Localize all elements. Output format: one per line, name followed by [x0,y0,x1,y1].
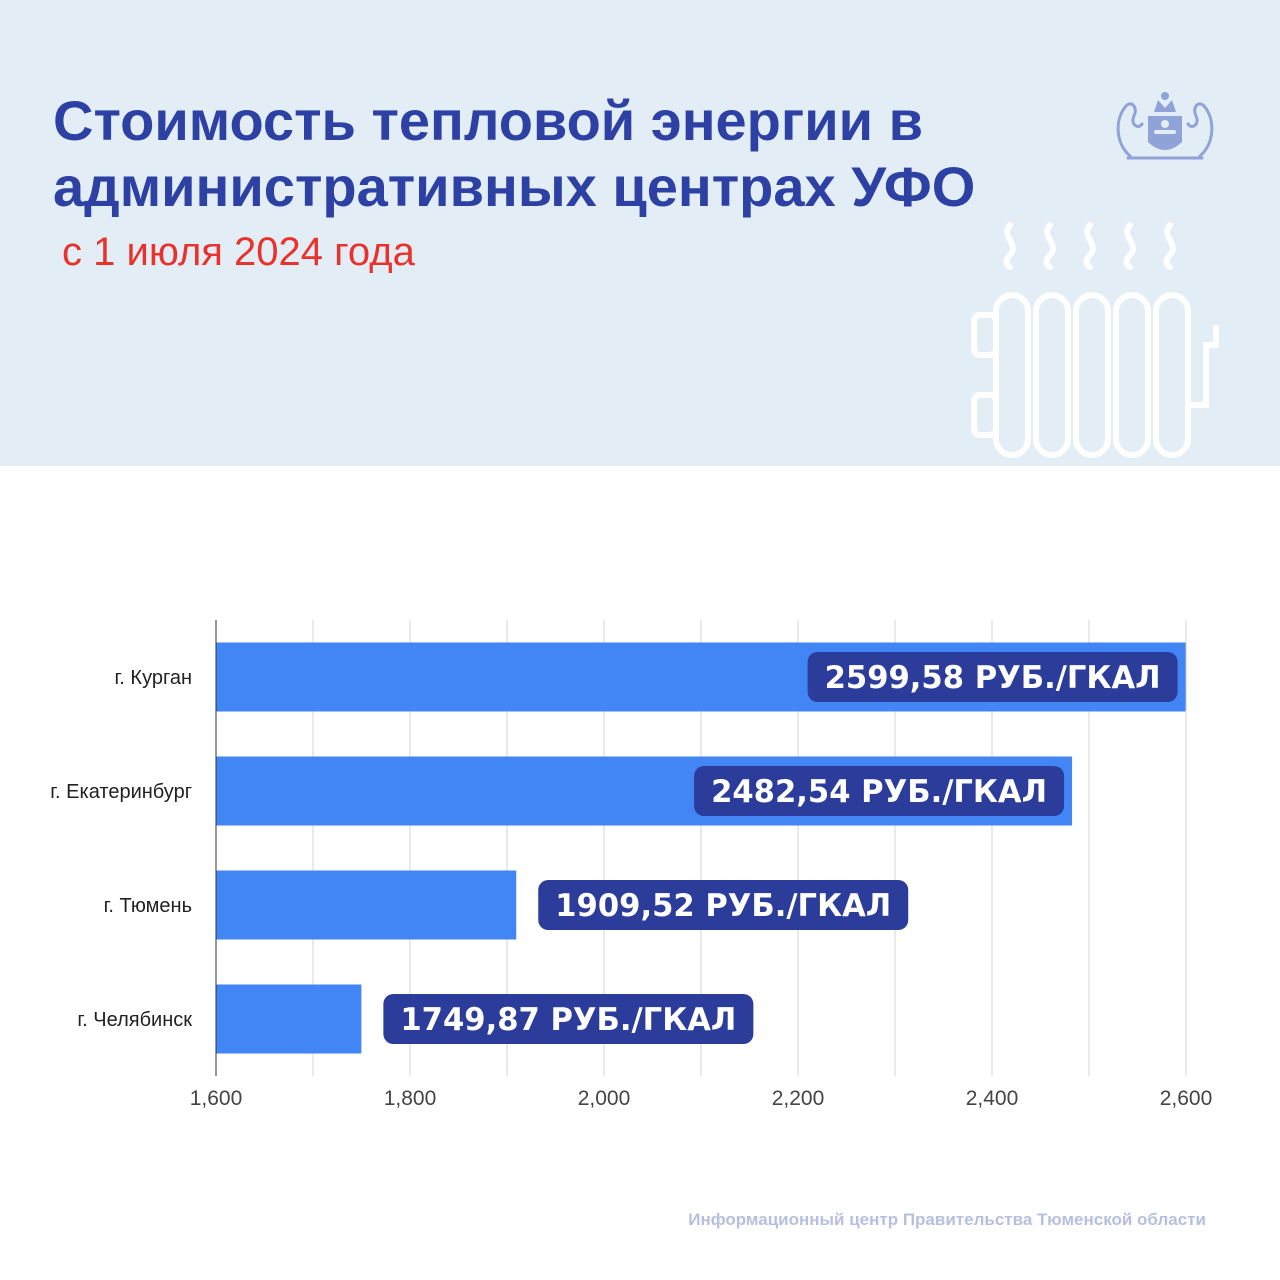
labels-layer: г. Курган 2599,58 РУБ./ГКАЛ г. Екатеринбур… [50,652,1178,1044]
data-label: 1909,52 РУБ./ГКАЛ [555,888,891,924]
category-label: г. Екатеринбург [50,781,192,803]
data-label: 1749,87 РУБ./ГКАЛ [400,1002,736,1038]
x-tick-label: 1,600 [190,1087,243,1110]
source-footer: Информационный центр Правительства Тюмен… [688,1210,1206,1229]
bar-chart: г. Курган 2599,58 РУБ./ГКАЛ г. Екатеринбур… [50,620,1213,1110]
category-label: г. Курган [114,667,192,689]
bar [216,870,517,940]
page-title: Стоимость тепловой энергии в администрат… [53,89,976,218]
data-label-badge [538,880,909,930]
category-label: г. Челябинск [77,1009,192,1031]
axes-layer: 1,600 1,800 2,000 2,200 2,400 2,600 [190,620,1213,1110]
data-label-badge [807,652,1178,702]
category-label: г. Тюмень [104,895,192,917]
data-label-badge [694,766,1065,816]
tyumen-coat-of-arms-icon [1116,92,1214,160]
page-subtitle: с 1 июля 2024 года [62,230,415,274]
data-label: 2599,58 РУБ./ГКАЛ [825,660,1161,696]
data-label-badge [383,994,754,1044]
x-tick-label: 2,200 [772,1087,825,1110]
x-tick-label: 1,800 [384,1087,437,1110]
x-tick-label: 2,000 [578,1087,631,1110]
data-label: 2482,54 РУБ./ГКАЛ [711,774,1047,810]
x-tick-label: 2,600 [1160,1087,1213,1110]
bar [216,984,362,1054]
header-banner: Стоимость тепловой энергии в администрат… [0,0,1280,466]
radiator-heat-icon [971,222,1219,458]
x-tick-label: 2,400 [966,1087,1019,1110]
